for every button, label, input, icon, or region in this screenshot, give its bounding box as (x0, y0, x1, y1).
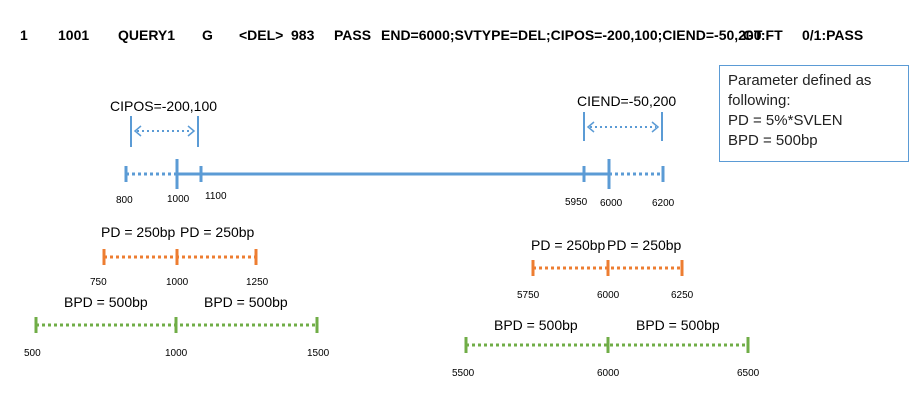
cipos-label: CIPOS=-200,100 (110, 98, 217, 114)
ciend-right-arrowhead (651, 121, 660, 133)
bpd-right-track: BPD = 500bp BPD = 500bp 5500 6000 6500 (452, 317, 760, 379)
record-chrom: 1 (20, 27, 28, 43)
tick-label-800: 800 (116, 195, 133, 206)
param-title-line-1: Parameter defined as (728, 72, 872, 89)
pd-right-label-1: PD = 250bp (531, 237, 606, 253)
ciend-label: CIEND=-50,200 (577, 93, 676, 109)
parameter-definition-box: Parameter defined as following: PD = 5%*… (719, 65, 909, 162)
bpd-right-tick-label-5500: 5500 (452, 368, 475, 379)
record-pos: 1001 (58, 27, 89, 43)
bpd-left-tick-label-500: 500 (24, 348, 41, 359)
pd-left-track: PD = 250bp PD = 250bp 750 1000 1250 (90, 224, 269, 288)
pd-right-tick-label-5750: 5750 (517, 290, 540, 301)
record-ref: G (202, 27, 213, 43)
pd-left-label-1: PD = 250bp (101, 224, 176, 240)
bpd-left-track: BPD = 500bp BPD = 500bp 500 1000 1500 (24, 294, 330, 359)
tick-label-1000: 1000 (167, 194, 190, 205)
bpd-right-tick-label-6000: 6000 (597, 368, 620, 379)
bpd-left-tick-label-1000: 1000 (165, 348, 188, 359)
cipos-right-arrowhead (187, 125, 196, 137)
pd-right-track: PD = 250bp PD = 250bp 5750 6000 6250 (517, 237, 694, 301)
tick-label-5950: 5950 (565, 197, 588, 208)
param-pd-definition: PD = 5%*SVLEN (728, 112, 843, 129)
ciend-left-arrowhead (586, 121, 595, 133)
bpd-right-label-2: BPD = 500bp (636, 317, 720, 333)
record-id: QUERY1 (118, 27, 175, 43)
pd-left-tick-label-1000: 1000 (166, 277, 189, 288)
bpd-left-tick-label-1500: 1500 (307, 348, 330, 359)
record-qual: 983 (291, 27, 315, 43)
vcf-record-line: 1 1001 QUERY1 G <DEL> 983 PASS END=6000;… (20, 27, 863, 43)
pd-right-tick-label-6250: 6250 (671, 290, 694, 301)
record-filter: PASS (334, 27, 371, 43)
tick-label-1100: 1100 (205, 191, 227, 202)
record-alt: <DEL> (239, 27, 283, 43)
pd-right-tick-label-6000: 6000 (597, 290, 620, 301)
pd-left-tick-label-750: 750 (90, 277, 107, 288)
record-info: END=6000;SVTYPE=DEL;CIPOS=-200,100;CIEND… (381, 27, 762, 43)
pd-left-tick-label-1250: 1250 (246, 277, 269, 288)
param-title-line-2: following: (728, 92, 791, 109)
bpd-right-tick-label-6500: 6500 (737, 368, 760, 379)
record-sample: 0/1:PASS (802, 27, 863, 43)
pd-left-label-2: PD = 250bp (180, 224, 255, 240)
bpd-left-label-1: BPD = 500bp (64, 294, 148, 310)
bpd-left-label-2: BPD = 500bp (204, 294, 288, 310)
param-bpd-definition: BPD = 500bp (728, 132, 818, 149)
cipos-left-arrowhead (133, 125, 142, 137)
sv-track: CIPOS=-200,100 CIEND=-50,200 800 1000 11… (110, 93, 676, 209)
record-format: GT:FT (743, 27, 783, 43)
tick-label-6000: 6000 (600, 198, 623, 209)
pd-right-label-2: PD = 250bp (607, 237, 682, 253)
bpd-right-label-1: BPD = 500bp (494, 317, 578, 333)
tick-label-6200: 6200 (652, 198, 675, 209)
